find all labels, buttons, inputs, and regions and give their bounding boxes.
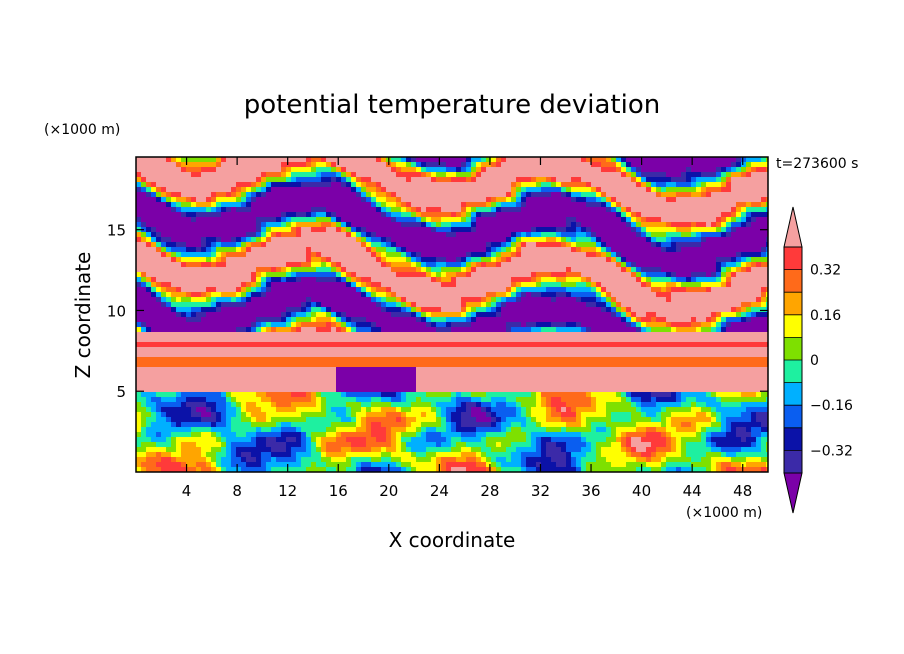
z-tick-label: 5	[116, 383, 126, 401]
colorbar-box	[784, 405, 802, 428]
x-tick-label: 32	[531, 482, 550, 500]
x-tick-label: 44	[683, 482, 702, 500]
colorbar-bottom-arrow	[783, 472, 803, 514]
colorbar-box	[784, 292, 802, 315]
x-unit-label: (×1000 m)	[686, 505, 762, 521]
colorbar-box	[784, 450, 802, 473]
colorbar-tick-label: −0.32	[810, 443, 853, 459]
colorbar-box	[784, 314, 802, 338]
x-tick-label: 48	[733, 482, 752, 500]
z-unit-label: (×1000 m)	[44, 122, 120, 138]
time-label: t=273600 s	[776, 156, 858, 172]
x-axis: 4 8 12 16 20 24 28 32 36 40 44 48	[182, 157, 752, 500]
chart-title: potential temperature deviation	[244, 90, 660, 120]
x-tick-label: 40	[632, 482, 651, 500]
x-tick-label: 36	[581, 482, 600, 500]
colorbar-tick-label: 0.16	[810, 308, 841, 324]
colorbar-box	[784, 360, 802, 383]
x-tick-label: 4	[182, 482, 192, 500]
x-tick-label: 28	[480, 482, 499, 500]
z-axis: 5 10 15	[107, 222, 768, 401]
x-tick-label: 24	[430, 482, 449, 500]
z-tick-label: 15	[107, 222, 126, 240]
colorbar-box	[784, 382, 802, 406]
colorbar-tick-label: 0	[810, 353, 819, 369]
colorbar-top-arrow	[783, 206, 803, 248]
x-tick-label: 20	[379, 482, 398, 500]
contour-field	[136, 157, 768, 472]
z-tick-label: 10	[107, 302, 126, 320]
colorbar-tick-label: −0.16	[810, 398, 853, 414]
colorbar-box	[784, 427, 802, 451]
x-axis-label: X coordinate	[389, 528, 516, 552]
x-tick-label: 16	[329, 482, 348, 500]
colorbar-box	[784, 269, 802, 293]
plot-frame	[135, 156, 769, 473]
x-tick-label: 8	[232, 482, 242, 500]
z-axis-label: Z coordinate	[71, 252, 95, 379]
x-tick-label: 12	[278, 482, 297, 500]
colorbar-tick-label: 0.32	[810, 263, 841, 279]
colorbar: 0.32 0.16 0 −0.16 −0.32	[783, 206, 853, 514]
colorbar-box	[784, 337, 802, 360]
colorbar-box	[784, 247, 802, 270]
